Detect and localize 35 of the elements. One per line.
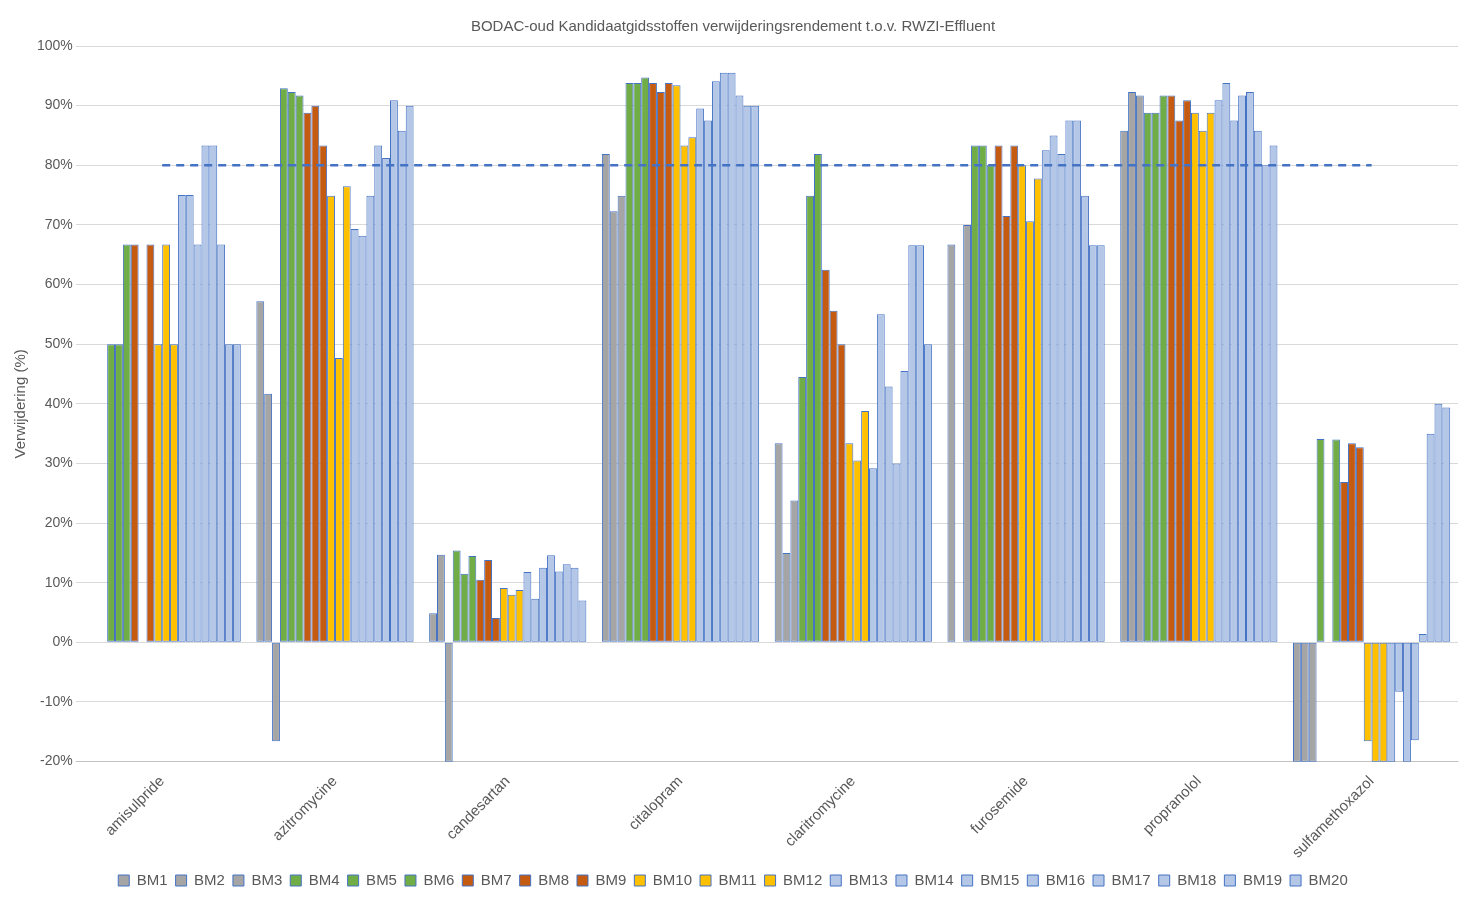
y-tick-label: 20% <box>44 513 73 530</box>
legend-label: BM18 <box>1177 870 1217 888</box>
legend-label: BM17 <box>1111 870 1151 888</box>
y-tick-label: 10% <box>44 573 73 590</box>
chart-title: BODAC-oud Kandidaatgidsstoffen verwijderingsrendement t.o.v. RWZI-Effluent <box>470 17 996 35</box>
y-tick-label: 80% <box>44 156 73 173</box>
y-axis-title: Verwijdering (%) <box>11 349 29 459</box>
legend-label: BM11 <box>718 870 757 888</box>
y-tick-label: 0% <box>52 633 73 650</box>
legend-label: BM19 <box>1242 870 1283 888</box>
y-tick-label: 50% <box>44 335 73 352</box>
y-tick-label: 60% <box>44 275 73 292</box>
legend-label: BM3 <box>251 870 283 888</box>
legend-label: BM10 <box>652 870 693 888</box>
legend-label: BM1 <box>136 870 168 888</box>
legend-label: BM15 <box>980 870 1020 888</box>
legend-label: BM6 <box>423 870 455 888</box>
y-tick-label: -20% <box>40 752 73 769</box>
legend-label: BM7 <box>480 870 512 888</box>
legend-label: BM5 <box>366 870 397 888</box>
legend-label: BM2 <box>194 870 225 888</box>
legend-label: BM9 <box>595 870 627 888</box>
legend-label: BM8 <box>538 870 569 888</box>
y-tick-label: -10% <box>40 692 73 709</box>
y-tick-label: 40% <box>44 394 73 411</box>
legend-label: BM13 <box>848 870 888 888</box>
legend-label: BM20 <box>1308 870 1348 888</box>
legend-label: BM4 <box>308 870 340 888</box>
y-tick-label: 30% <box>44 454 73 471</box>
y-tick-label: 70% <box>44 215 73 232</box>
y-tick-label: 100% <box>36 36 73 53</box>
legend-label: BM12 <box>783 870 823 888</box>
y-tick-label: 90% <box>44 96 73 113</box>
legend-label: BM16 <box>1045 870 1086 888</box>
legend-label: BM14 <box>914 870 954 888</box>
